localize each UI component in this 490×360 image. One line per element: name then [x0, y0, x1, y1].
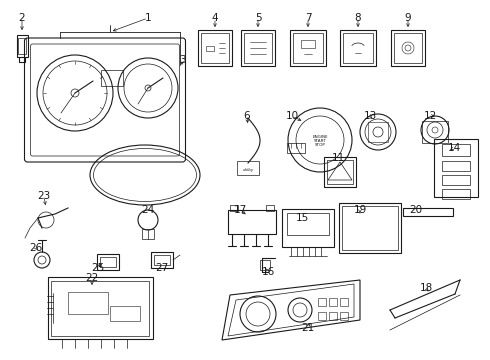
Bar	[339, 203, 401, 253]
Bar	[287, 143, 305, 153]
Text: 12: 12	[423, 111, 437, 121]
Text: 9: 9	[405, 13, 411, 23]
Bar	[244, 33, 272, 63]
Text: 1: 1	[145, 13, 151, 23]
Bar	[198, 30, 232, 66]
Bar	[340, 30, 376, 66]
Bar	[48, 277, 152, 339]
Text: 17: 17	[233, 205, 246, 215]
Text: 19: 19	[353, 205, 367, 215]
Text: 13: 13	[364, 111, 377, 121]
Text: 8: 8	[355, 13, 361, 23]
Text: 18: 18	[419, 283, 433, 293]
Text: ENGINE: ENGINE	[312, 135, 328, 139]
Bar	[368, 122, 388, 142]
Bar	[100, 257, 116, 267]
Bar	[442, 144, 470, 156]
Text: 11: 11	[331, 153, 344, 163]
Bar	[51, 280, 149, 336]
Text: 22: 22	[85, 273, 98, 283]
Bar	[18, 38, 26, 54]
Text: STOP: STOP	[315, 143, 325, 147]
Bar	[342, 206, 398, 250]
Bar	[327, 160, 353, 184]
Bar	[442, 189, 470, 199]
Bar	[68, 292, 108, 314]
Text: 4: 4	[212, 13, 219, 23]
Bar	[17, 35, 27, 57]
Bar	[318, 298, 326, 306]
Bar	[237, 161, 259, 175]
Text: 2: 2	[19, 13, 25, 23]
Text: 10: 10	[286, 111, 298, 121]
Bar	[293, 33, 323, 63]
Bar	[442, 175, 470, 185]
Text: 5: 5	[255, 13, 261, 23]
Bar	[228, 210, 276, 234]
Bar	[422, 121, 448, 143]
Text: 7: 7	[305, 13, 311, 23]
Text: 25: 25	[91, 263, 105, 273]
Text: START: START	[314, 139, 326, 143]
Bar	[329, 312, 337, 320]
Bar	[434, 139, 478, 197]
Bar	[154, 255, 170, 265]
Bar	[301, 40, 315, 48]
Bar	[329, 298, 337, 306]
Bar	[290, 30, 326, 66]
Text: 24: 24	[142, 205, 155, 215]
Text: 26: 26	[29, 243, 43, 253]
Text: dolby: dolby	[243, 168, 254, 172]
Bar	[287, 213, 329, 235]
Bar	[340, 298, 348, 306]
Bar	[97, 254, 119, 270]
Bar	[266, 205, 274, 211]
Bar	[142, 229, 154, 239]
Bar	[403, 208, 453, 216]
Text: 3: 3	[179, 55, 185, 65]
Bar	[442, 161, 470, 171]
Bar	[151, 252, 173, 268]
Bar	[340, 312, 348, 320]
Text: 16: 16	[261, 267, 274, 277]
Bar	[324, 157, 356, 187]
Bar	[201, 33, 229, 63]
Bar	[241, 30, 275, 66]
Bar	[318, 312, 326, 320]
Bar	[394, 33, 422, 63]
Bar	[282, 209, 334, 247]
Text: 23: 23	[37, 191, 50, 201]
Text: 14: 14	[447, 143, 461, 153]
Bar	[230, 205, 238, 211]
Text: 27: 27	[155, 263, 169, 273]
Text: 15: 15	[295, 213, 309, 223]
Text: 20: 20	[410, 205, 422, 215]
Bar	[391, 30, 425, 66]
Bar	[260, 260, 270, 270]
Bar	[101, 70, 123, 86]
Text: 6: 6	[244, 111, 250, 121]
Bar	[343, 33, 373, 63]
Text: 21: 21	[301, 323, 315, 333]
Bar	[110, 306, 140, 320]
Bar	[206, 45, 214, 50]
